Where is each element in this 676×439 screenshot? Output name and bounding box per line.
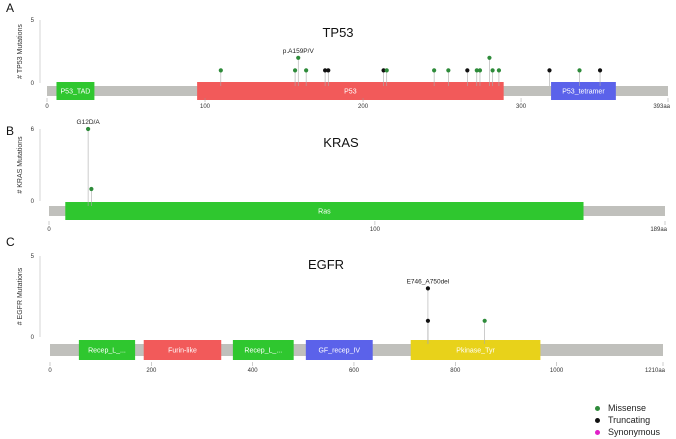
missense-mutation-dot [477,68,483,73]
legend: Missense Truncating Synonymous [595,402,675,438]
truncating-mutation-dot [425,318,431,323]
x-tick-label: 400 [248,368,259,374]
domain-label: P53_tetramer [562,89,605,96]
x-tick-label: 300 [516,104,527,110]
x-tick-label: 0 [45,104,49,110]
y-tick-label: 5 [31,18,35,24]
y-axis-label: # EGFR Mutations [17,267,24,325]
mutation-annotation: p.A159P/V [283,48,315,55]
x-tick-label: 189aa [650,227,667,233]
x-tick-label: 0 [47,227,51,233]
missense-mutation-dot [482,318,487,323]
domain-label: Recep_L_... [244,348,282,355]
gene-title: TP53 [322,25,353,40]
missense-mutation-dot [490,68,495,73]
domain-box [551,82,616,100]
truncating-mutation-dot [597,68,603,73]
mutation-annotation: G12D/A [77,119,101,126]
mutation-annotation: E746_A750del [407,278,450,285]
missense-mutation-dot [296,55,301,60]
truncating-mutation-dot [425,286,431,291]
truncating-mutation-dot [381,68,386,73]
gene-title: KRAS [323,135,359,150]
missense-mutation-dot [474,68,479,73]
domain-box [305,340,373,360]
domain-box [78,340,136,360]
x-tick-label: 1210aa [645,368,666,374]
legend-label: Synonymous [608,427,661,437]
domain-box [143,340,222,360]
domain-box [65,202,584,220]
panel-letter: A [6,1,14,15]
x-tick-label: 100 [200,104,211,110]
synonymous-dot-icon [595,429,600,435]
missense-mutation-dot [487,55,492,60]
missense-mutation-dot [304,68,309,73]
domain-box [232,340,294,360]
domain-label: P53_TAD [61,89,91,96]
x-tick-label: 0 [48,368,52,374]
missense-mutation-dot [89,186,94,192]
panel-letter: B [6,124,14,138]
legend-item-missense: Missense [595,402,675,414]
missense-dot-icon [595,405,600,411]
x-tick-label: 200 [358,104,369,110]
gene-title: EGFR [308,257,344,272]
y-tick-label: 0 [31,199,35,205]
x-tick-label: 600 [349,368,360,374]
x-tick-label: 393aa [653,104,670,110]
missense-mutation-dot [292,68,298,73]
x-tick-label: 100 [370,227,381,233]
x-tick-label: 200 [146,368,157,374]
domain-box [56,82,95,100]
truncating-mutation-dot [323,68,328,73]
y-tick-label: 0 [31,335,35,341]
y-tick-label: 5 [31,254,35,260]
panel-letter: C [6,235,15,249]
domain-box [197,82,504,100]
missense-mutation-dot [384,68,389,73]
x-tick-label: 800 [450,368,461,374]
legend-label: Missense [608,403,647,413]
domain-label: Furin-like [168,348,197,355]
missense-mutation-dot [496,68,502,73]
missense-mutation-dot [446,68,451,73]
domain-label: Pkinase_Tyr [456,348,495,355]
truncating-mutation-dot [547,68,552,73]
domain-box [410,340,541,360]
y-axis-label: # TP53 Mutations [17,24,24,79]
missense-mutation-dot [86,126,91,132]
missense-mutation-dot [432,68,437,73]
missense-mutation-dot [577,68,582,73]
legend-item-truncating: Truncating [595,414,675,426]
truncating-dot-icon [595,417,600,423]
domain-label: GF_recep_IV [318,348,360,355]
legend-item-synonymous: Synonymous [595,426,675,438]
domain-label: Ras [318,209,331,216]
missense-mutation-dot [218,68,223,73]
y-axis-label: # KRAS Mutations [17,136,24,194]
y-tick-label: 6 [31,127,35,133]
y-tick-label: 0 [31,81,35,87]
x-tick-label: 1000 [550,368,564,374]
domain-label: Recep_L_... [88,348,126,355]
legend-label: Truncating [608,415,651,425]
domain-label: P53 [344,89,357,96]
truncating-mutation-dot [326,68,331,73]
truncating-mutation-dot [465,68,470,73]
